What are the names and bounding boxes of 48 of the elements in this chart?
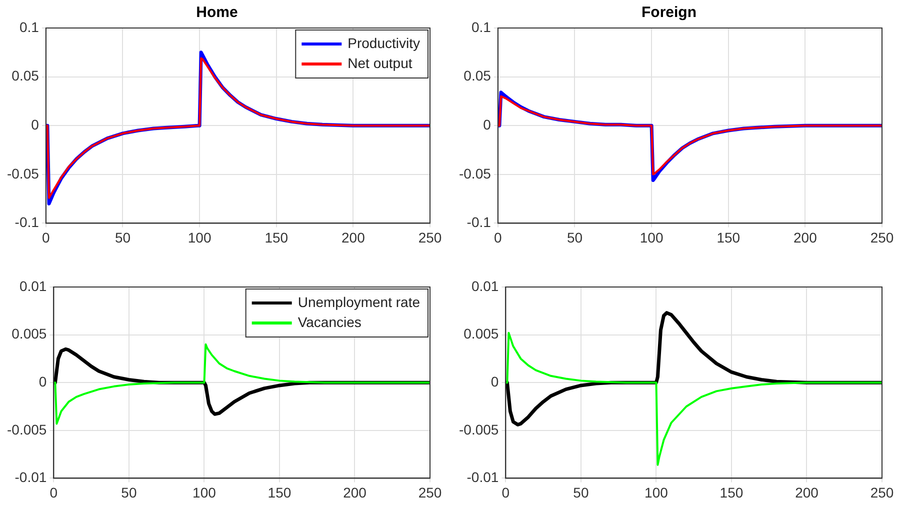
- x-tick-label: 100: [640, 229, 664, 246]
- y-tick-label: 0.01: [471, 278, 499, 294]
- chart-title: Home: [196, 4, 238, 22]
- legend-label: Net output: [348, 54, 412, 71]
- y-tick-label: 0.1: [471, 18, 492, 35]
- x-tick-label: 200: [342, 229, 366, 246]
- x-tick-label: 50: [121, 484, 137, 500]
- x-tick-label: 50: [114, 229, 131, 246]
- x-tick-label: 200: [795, 484, 819, 500]
- y-tick-label: 0.1: [19, 18, 40, 35]
- x-tick-label: 150: [268, 484, 292, 500]
- y-tick-label: 0.005: [12, 326, 47, 342]
- y-tick-label: 0.01: [19, 278, 47, 294]
- x-tick-label: 0: [502, 484, 510, 500]
- y-tick-label: 0: [38, 373, 47, 390]
- x-tick-label: 250: [418, 484, 442, 500]
- x-tick-label: 50: [566, 229, 583, 246]
- y-tick-label: -0.01: [14, 469, 47, 486]
- y-tick-label: 0.005: [464, 326, 499, 342]
- y-tick-label: 0.05: [464, 68, 492, 84]
- x-tick-label: 250: [870, 484, 894, 500]
- legend-label: Vacancies: [298, 314, 362, 330]
- chart-title: Foreign: [642, 4, 696, 22]
- y-tick-label: -0.05: [6, 165, 40, 182]
- x-tick-label: 150: [264, 229, 288, 246]
- x-tick-label: 250: [418, 229, 442, 246]
- y-tick-label: -0.005: [458, 421, 499, 438]
- x-tick-label: 150: [716, 229, 740, 246]
- x-tick-label: 200: [794, 229, 818, 246]
- x-tick-label: 200: [343, 484, 367, 500]
- x-tick-label: 100: [188, 229, 212, 246]
- y-tick-label: 0: [483, 116, 492, 132]
- x-tick-label: 0: [50, 484, 58, 500]
- x-tick-label: 250: [870, 229, 894, 246]
- y-tick-label: -0.1: [466, 214, 492, 230]
- x-tick-label: 150: [720, 484, 744, 500]
- y-tick-label: 0.05: [12, 68, 40, 84]
- x-tick-label: 100: [644, 484, 668, 500]
- y-tick-label: 0: [31, 116, 40, 132]
- y-tick-label: -0.1: [14, 214, 40, 230]
- legend-label: Productivity: [348, 34, 420, 51]
- y-tick-label: -0.01: [466, 469, 499, 486]
- legend-label: Unemployment rate: [298, 294, 420, 310]
- x-tick-label: 100: [192, 484, 216, 500]
- y-tick-label: -0.05: [458, 165, 492, 182]
- y-tick-label: 0: [490, 373, 499, 390]
- y-tick-label: -0.005: [6, 421, 47, 438]
- x-tick-label: 50: [573, 484, 589, 500]
